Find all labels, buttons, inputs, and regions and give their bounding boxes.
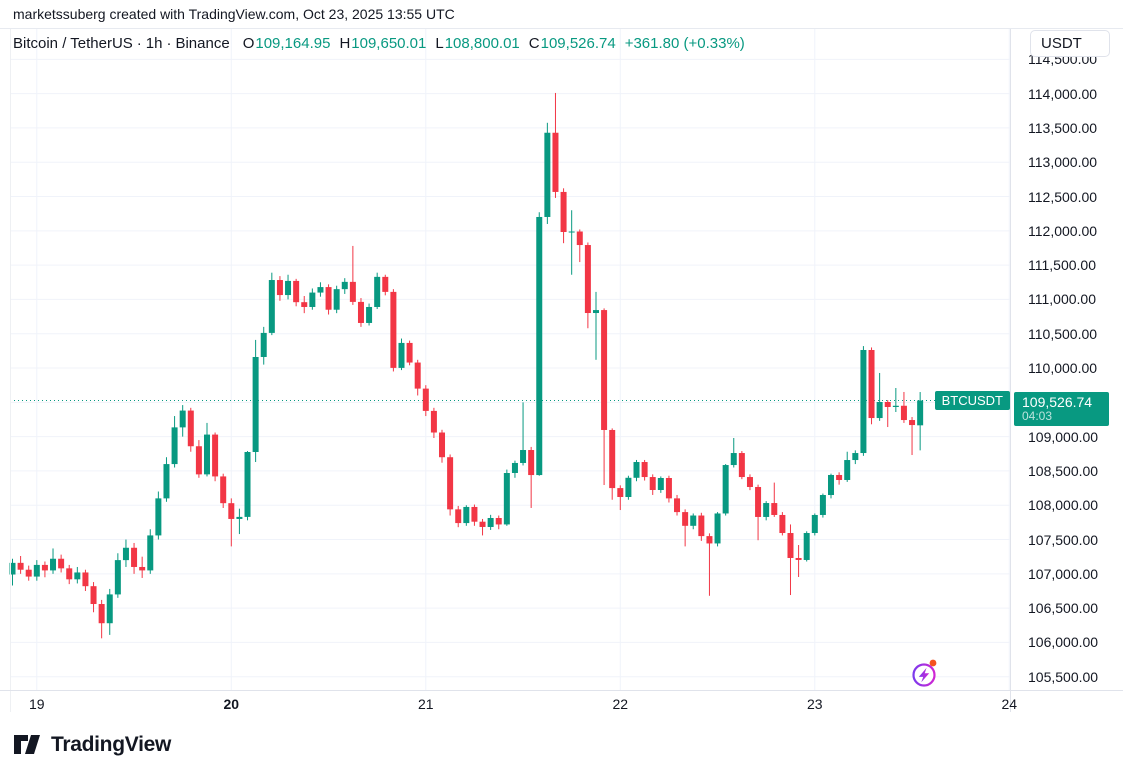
symbol-toolbar: Bitcoin / TetherUS · 1h · Binance O 109,… — [13, 30, 745, 56]
attribution-text: marketssuberg created with TradingView.c… — [13, 6, 455, 22]
price-axis-label: 112,500.00 — [1028, 188, 1098, 205]
price-axis-label: 113,000.00 — [1028, 154, 1098, 171]
price-axis-label: 109,000.00 — [1028, 428, 1099, 445]
attribution-bar: marketssuberg created with TradingView.c… — [0, 0, 1123, 29]
time-axis-label: 21 — [418, 696, 434, 712]
price-axis-label: 107,500.00 — [1028, 531, 1099, 548]
last-price-value: 109,526.74 — [1022, 393, 1093, 410]
change-value: +361.80 (+0.33%) — [624, 34, 745, 52]
price-axis-label: 108,500.00 — [1028, 462, 1099, 479]
time-axis-label: 19 — [29, 696, 45, 712]
price-axis-label: 110,000.00 — [1028, 360, 1098, 377]
symbol-price-tag: BTCUSDT — [934, 391, 1010, 410]
time-axis-label: 22 — [612, 696, 629, 712]
separator: · — [136, 34, 142, 52]
close-value: 109,526.74 — [540, 34, 616, 52]
tradingview-mark-icon — [13, 733, 42, 757]
tradingview-wordmark: TradingView — [51, 733, 172, 756]
price-axis-label: 112,000.00 — [1028, 222, 1098, 239]
close-label: C — [528, 34, 540, 52]
price-axis-label: 110,500.00 — [1028, 325, 1098, 342]
low-value: 108,800.01 — [444, 34, 520, 52]
pane-left-border — [10, 29, 11, 712]
currency-toggle-button[interactable]: USDT — [1030, 30, 1110, 57]
exchange-name[interactable]: Binance — [175, 34, 230, 52]
high-value: 109,650.01 — [351, 34, 427, 52]
bar-countdown: 04:03 — [1022, 408, 1053, 423]
tradingview-logo[interactable]: TradingView — [13, 733, 171, 757]
symbol-description[interactable]: Bitcoin / TetherUS — [13, 34, 133, 52]
price-axis-label: 107,000.00 — [1028, 565, 1099, 582]
price-axis-border — [1010, 29, 1011, 712]
price-axis-label: 111,000.00 — [1028, 291, 1096, 308]
price-axis-label: 114,000.00 — [1028, 85, 1098, 102]
time-axis-label: 20 — [223, 696, 240, 712]
low-label: L — [435, 34, 444, 52]
high-label: H — [339, 34, 351, 52]
time-axis-label: 24 — [1001, 696, 1018, 712]
boost-lightning-icon[interactable] — [903, 656, 943, 696]
last-price-badge: 109,526.74 04:03 — [1014, 391, 1109, 426]
price-axis-label: 105,500.00 — [1028, 668, 1099, 685]
price-axis-label: 113,500.00 — [1028, 119, 1098, 136]
price-axis-label: 106,000.00 — [1028, 634, 1099, 651]
time-axis-border — [0, 690, 1123, 691]
time-axis-label: 23 — [807, 696, 823, 712]
open-value: 109,164.95 — [255, 34, 331, 52]
price-axis[interactable]: 114,500.00 114,000.00 113,500.00 113,000.00… — [1010, 29, 1123, 690]
open-label: O — [242, 34, 255, 52]
price-axis-label: 106,500.00 — [1028, 600, 1099, 617]
price-axis-label: 108,000.00 — [1028, 497, 1099, 514]
separator: · — [166, 34, 172, 52]
time-axis[interactable]: 19 20 21 22 23 24 — [0, 691, 1123, 715]
price-axis-label: 111,500.00 — [1028, 257, 1096, 274]
interval-value[interactable]: 1h — [145, 34, 163, 52]
